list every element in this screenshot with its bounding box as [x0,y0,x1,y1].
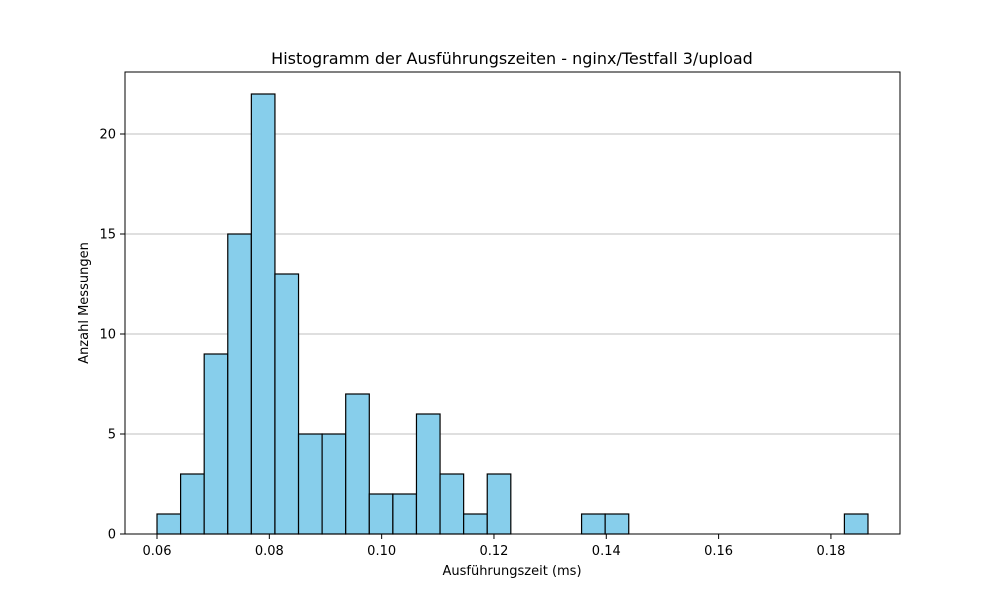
x-tick-label: 0.06 [143,544,172,559]
histogram-bar-4 [250,93,276,535]
y-tick-label: 0 [108,528,116,543]
histogram-bar-2 [203,353,229,535]
histogram-bar-12 [439,473,465,535]
x-tick-label: 0.18 [816,544,845,559]
histogram-bar-13 [463,513,488,535]
histogram-bar-16 [604,513,630,535]
histogram-bar-3 [227,233,252,535]
y-tick-label: 15 [99,228,116,243]
y-axis-label: Anzahl Messungen [77,242,92,364]
plot-area-frame [124,71,901,535]
x-tick-label: 0.10 [367,544,396,559]
x-tick-label: 0.12 [479,544,508,559]
histogram-bar-9 [368,493,394,535]
histogram-bar-15 [580,513,606,535]
histogram-bar-5 [274,273,300,535]
histogram-bar-14 [486,473,512,535]
y-tick-label: 10 [99,328,116,343]
histogram-bars [156,93,869,535]
x-axis-ticks: 0.06 0.08 0.10 0.12 0.14 0.16 0.18 [143,534,845,559]
x-tick-label: 0.16 [704,544,733,559]
histogram-bar-7 [321,433,347,535]
chart-title: Histogramm der Ausführungszeiten - nginx… [271,49,753,68]
x-tick-label: 0.08 [255,544,284,559]
y-tick-label: 20 [99,128,116,143]
histogram-bar-0 [156,513,182,535]
y-axis-ticks: 0 5 10 15 20 [99,128,125,543]
histogram-bar-6 [297,433,323,535]
histogram-bar-17 [843,513,869,535]
histogram-bar-1 [179,473,205,535]
histogram-bar-8 [345,393,370,535]
histogram-bar-10 [392,493,418,535]
y-tick-label: 5 [108,428,116,443]
x-axis-label: Ausführungszeit (ms) [442,564,581,579]
histogram-bar-11 [415,413,441,535]
x-tick-label: 0.14 [592,544,621,559]
